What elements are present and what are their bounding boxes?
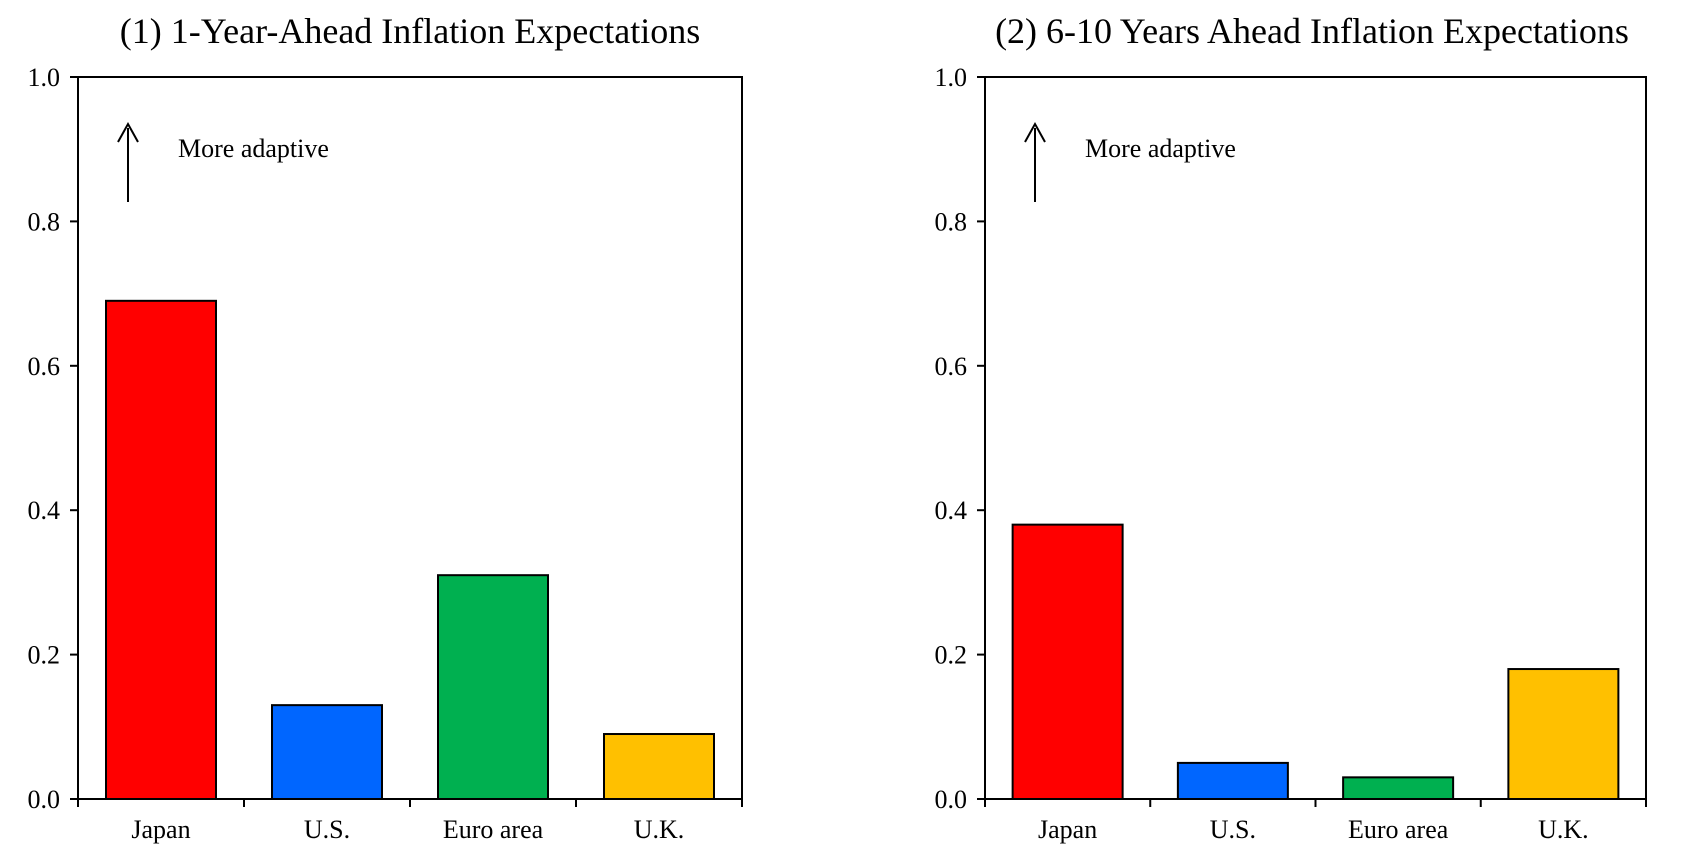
annotation-more-adaptive: More adaptive: [1085, 134, 1236, 163]
y-tick-label: 0.6: [935, 352, 968, 381]
bar-u-s: [271, 704, 383, 801]
y-tick-label: 0.0: [28, 785, 61, 814]
y-tick-label: 0.4: [28, 496, 61, 525]
y-tick-label: 0.8: [28, 207, 61, 236]
bar-u-s: [1176, 761, 1289, 801]
x-category-label: Japan: [131, 815, 190, 844]
chart-panel-1-year: (1) 1-Year-Ahead Inflation Expectations 0…: [28, 11, 743, 844]
y-tick-label: 0.8: [935, 207, 968, 236]
bar-euro-area: [1342, 776, 1455, 801]
bar-euro-area: [437, 574, 549, 800]
x-category-label: U.K.: [634, 815, 685, 844]
y-tick-label: 1.0: [935, 63, 968, 92]
y-tick-label: 0.2: [28, 641, 61, 670]
up-arrow-head-icon: [1024, 121, 1046, 143]
x-category-label: Euro area: [1348, 815, 1449, 844]
x-category-label: Euro area: [443, 815, 544, 844]
up-arrow-head-icon: [117, 121, 139, 143]
x-category-label: Japan: [1038, 815, 1097, 844]
bar-u-k: [603, 733, 715, 801]
bar-japan: [105, 299, 217, 800]
bar-japan: [1011, 523, 1124, 800]
y-tick-label: 0.4: [935, 496, 968, 525]
y-tick-label: 0.6: [28, 352, 61, 381]
chart-title: (1) 1-Year-Ahead Inflation Expectations: [120, 11, 700, 51]
x-category-label: U.S.: [304, 815, 350, 844]
chart-panel-6-10-years: (2) 6-10 Years Ahead Inflation Expectati…: [935, 11, 1647, 844]
x-category-label: U.S.: [1210, 815, 1256, 844]
y-tick-label: 0.2: [935, 641, 968, 670]
y-tick-label: 1.0: [28, 63, 61, 92]
x-category-label: U.K.: [1538, 815, 1589, 844]
chart-title: (2) 6-10 Years Ahead Inflation Expectati…: [995, 11, 1629, 51]
annotation-more-adaptive: More adaptive: [178, 134, 329, 163]
bar-u-k: [1507, 668, 1620, 800]
y-tick-label: 0.0: [935, 785, 968, 814]
